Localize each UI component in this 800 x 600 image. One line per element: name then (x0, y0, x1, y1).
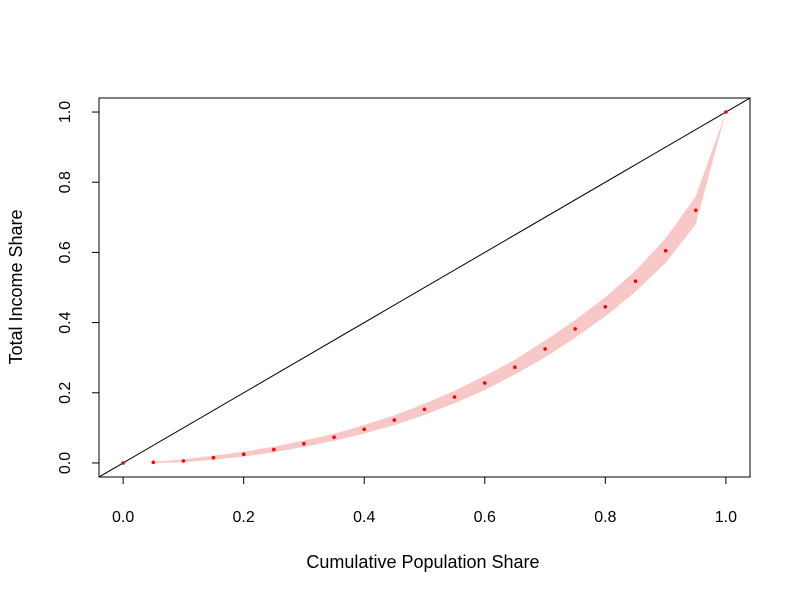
confidence-band (153, 112, 726, 463)
data-point (181, 459, 186, 463)
data-points-layer (121, 110, 728, 465)
data-point (694, 208, 698, 213)
data-point (332, 435, 336, 440)
y-tick-label: 0.4 (57, 311, 74, 333)
data-point (543, 347, 547, 351)
y-tick-label: 0.2 (57, 382, 74, 404)
data-point (272, 447, 276, 452)
confidence-band-layer (153, 112, 726, 463)
x-tick-label: 0.6 (474, 509, 496, 526)
x-tick-label: 1.0 (715, 509, 737, 526)
x-tick-label: 0.0 (112, 509, 134, 526)
data-point (483, 381, 487, 385)
data-point (513, 365, 517, 370)
data-point (724, 110, 728, 114)
x-axis: 0.0 0.2 0.4 0.6 0.8 1.0 (112, 476, 737, 526)
data-point (211, 455, 216, 460)
y-tick-label: 0.0 (57, 452, 74, 474)
y-tick-label: 0.8 (57, 171, 74, 193)
data-point (241, 452, 246, 457)
equality-line-layer (99, 98, 750, 477)
data-point (151, 460, 156, 465)
y-tick-label: 1.0 (57, 101, 74, 123)
data-point (392, 418, 397, 422)
data-point (573, 327, 577, 331)
data-point (121, 461, 125, 465)
data-point (302, 441, 306, 446)
y-axis: 0.0 0.2 0.4 0.6 0.8 1.0 (57, 101, 100, 474)
data-point (452, 395, 457, 399)
y-axis-title: Total Income Share (6, 209, 26, 364)
data-point (362, 427, 367, 432)
x-axis-title: Cumulative Population Share (306, 552, 539, 572)
data-point (633, 279, 638, 284)
equality-line (99, 98, 750, 477)
data-point (603, 305, 608, 309)
x-tick-label: 0.8 (594, 509, 616, 526)
x-tick-label: 0.2 (233, 509, 255, 526)
data-point (422, 407, 427, 412)
data-point (663, 248, 668, 253)
y-tick-label: 0.6 (57, 241, 74, 263)
x-tick-label: 0.4 (353, 509, 375, 526)
